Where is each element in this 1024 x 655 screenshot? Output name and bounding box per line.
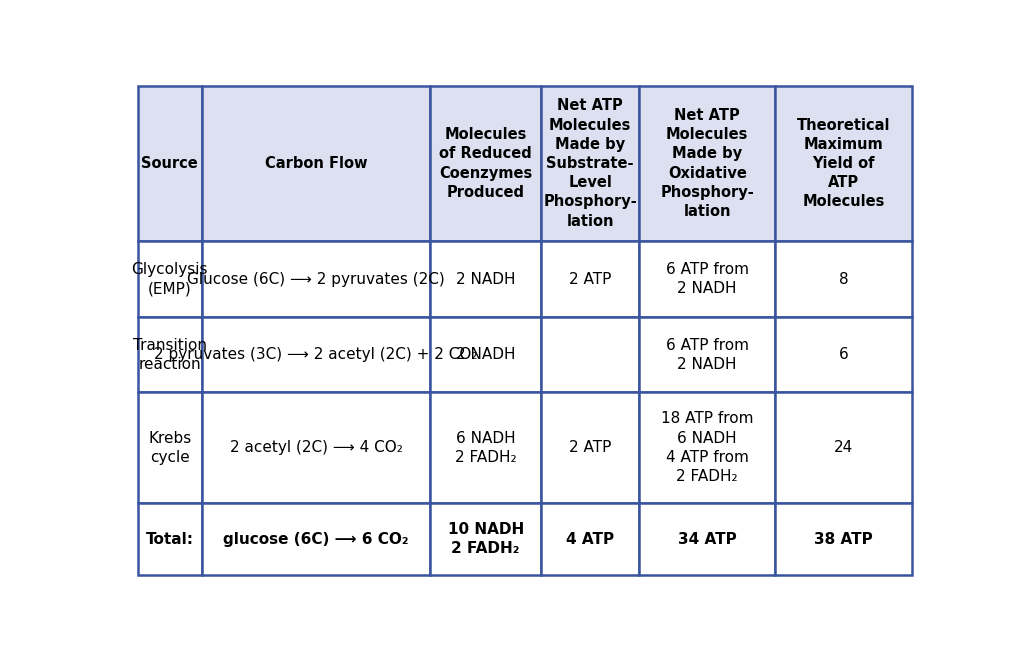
Text: 6 NADH
2 FADH₂: 6 NADH 2 FADH₂ (455, 430, 516, 465)
Text: Glycolysis
(EMP): Glycolysis (EMP) (131, 262, 208, 296)
Bar (541, 241, 639, 318)
Bar (202, 503, 430, 575)
Text: 2 pyruvates (3C) ⟶ 2 acetyl (2C) + 2 CO₂: 2 pyruvates (3C) ⟶ 2 acetyl (2C) + 2 CO₂ (155, 347, 478, 362)
Bar (202, 241, 430, 318)
Text: 6: 6 (839, 347, 849, 362)
Bar (430, 392, 541, 503)
Bar (137, 318, 202, 392)
Text: Source: Source (141, 156, 198, 171)
Bar (430, 503, 541, 575)
Text: 2 NADH: 2 NADH (456, 347, 515, 362)
Text: 4 ATP: 4 ATP (566, 532, 614, 547)
Bar (541, 392, 639, 503)
Bar (202, 318, 430, 392)
Bar (430, 86, 541, 241)
Bar (137, 392, 202, 503)
Bar (137, 503, 202, 575)
Bar (541, 503, 639, 575)
Text: Net ATP
Molecules
Made by
Substrate-
Level
Phosphory-
lation: Net ATP Molecules Made by Substrate- Lev… (544, 98, 637, 229)
Bar (639, 241, 775, 318)
Bar (137, 86, 202, 241)
Text: 18 ATP from
6 NADH
4 ATP from
2 FADH₂: 18 ATP from 6 NADH 4 ATP from 2 FADH₂ (660, 411, 754, 484)
Text: Molecules
of Reduced
Coenzymes
Produced: Molecules of Reduced Coenzymes Produced (439, 127, 532, 200)
Bar (775, 392, 912, 503)
Text: 2 ATP: 2 ATP (569, 440, 611, 455)
Bar (775, 241, 912, 318)
Bar (639, 86, 775, 241)
Text: 6 ATP from
2 NADH: 6 ATP from 2 NADH (666, 262, 749, 296)
Bar (639, 503, 775, 575)
Text: glucose (6C) ⟶ 6 CO₂: glucose (6C) ⟶ 6 CO₂ (223, 532, 409, 547)
Bar (639, 318, 775, 392)
Text: 34 ATP: 34 ATP (678, 532, 736, 547)
Text: Theoretical
Maximum
Yield of
ATP
Molecules: Theoretical Maximum Yield of ATP Molecul… (797, 118, 890, 210)
Text: Carbon Flow: Carbon Flow (265, 156, 368, 171)
Bar (541, 318, 639, 392)
Text: Net ATP
Molecules
Made by
Oxidative
Phosphory-
lation: Net ATP Molecules Made by Oxidative Phos… (660, 108, 754, 219)
Text: Transition
reaction: Transition reaction (133, 338, 207, 372)
Bar (202, 86, 430, 241)
Text: 8: 8 (839, 272, 848, 287)
Bar (137, 241, 202, 318)
Text: 2 ATP: 2 ATP (569, 272, 611, 287)
Text: 10 NADH
2 FADH₂: 10 NADH 2 FADH₂ (447, 522, 524, 556)
Text: 24: 24 (834, 440, 853, 455)
Text: Total:: Total: (145, 532, 194, 547)
Bar (775, 318, 912, 392)
Bar (775, 86, 912, 241)
Bar (639, 392, 775, 503)
Text: Krebs
cycle: Krebs cycle (148, 430, 191, 465)
Bar (541, 86, 639, 241)
Text: Glucose (6C) ⟶ 2 pyruvates (2C): Glucose (6C) ⟶ 2 pyruvates (2C) (187, 272, 445, 287)
Bar (430, 318, 541, 392)
Bar (202, 392, 430, 503)
Bar (775, 503, 912, 575)
Text: 6 ATP from
2 NADH: 6 ATP from 2 NADH (666, 338, 749, 372)
Text: 2 NADH: 2 NADH (456, 272, 515, 287)
Text: 2 acetyl (2C) ⟶ 4 CO₂: 2 acetyl (2C) ⟶ 4 CO₂ (229, 440, 402, 455)
Bar (430, 241, 541, 318)
Text: 38 ATP: 38 ATP (814, 532, 872, 547)
